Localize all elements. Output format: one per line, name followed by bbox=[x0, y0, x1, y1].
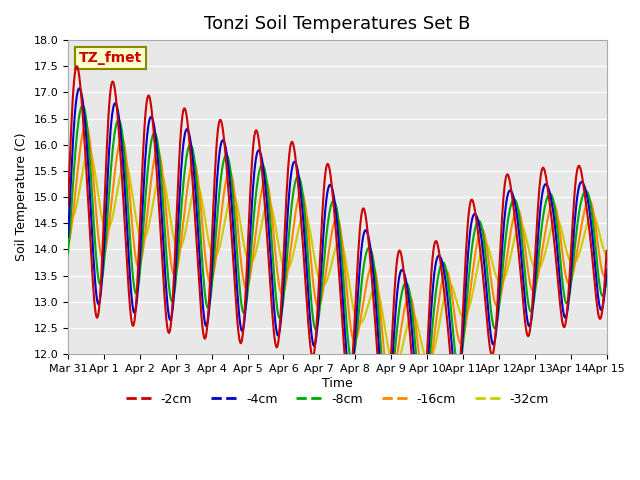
Legend: -2cm, -4cm, -8cm, -16cm, -32cm: -2cm, -4cm, -8cm, -16cm, -32cm bbox=[120, 388, 554, 411]
Text: TZ_fmet: TZ_fmet bbox=[79, 51, 142, 65]
Y-axis label: Soil Temperature (C): Soil Temperature (C) bbox=[15, 133, 28, 262]
Title: Tonzi Soil Temperatures Set B: Tonzi Soil Temperatures Set B bbox=[204, 15, 470, 33]
X-axis label: Time: Time bbox=[322, 377, 353, 390]
